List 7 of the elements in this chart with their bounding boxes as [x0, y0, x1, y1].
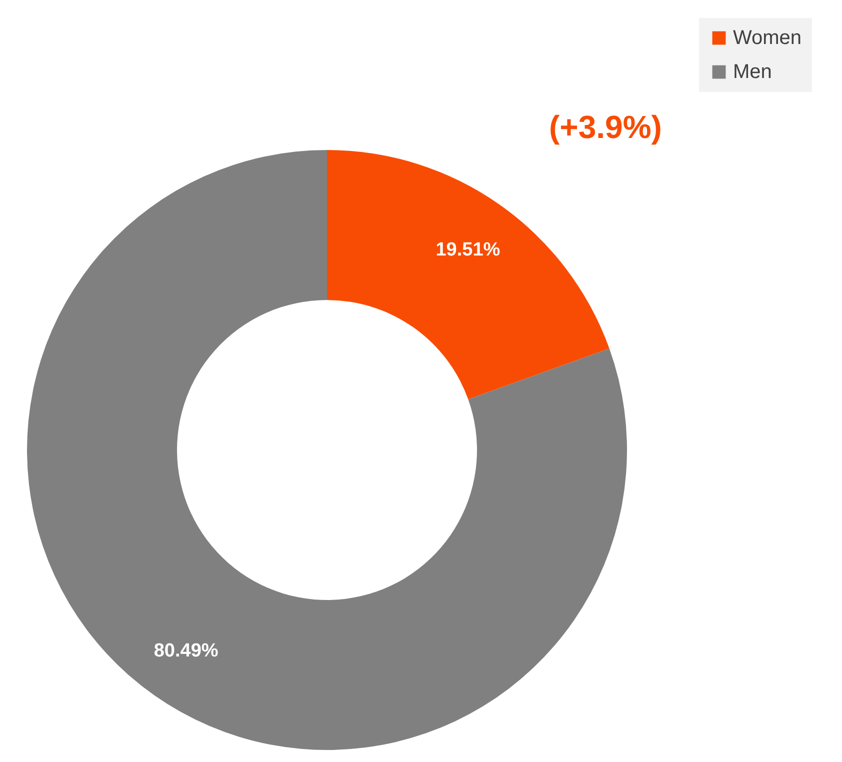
donut-slice: [327, 150, 610, 400]
donut-slice: [27, 150, 627, 750]
legend-label: Men: [733, 61, 772, 83]
text: (+3.9%): [548, 108, 662, 145]
data-label: 80.49%: [154, 640, 218, 662]
legend-label: Women: [733, 27, 802, 49]
data-label: 19.51%: [436, 240, 500, 261]
